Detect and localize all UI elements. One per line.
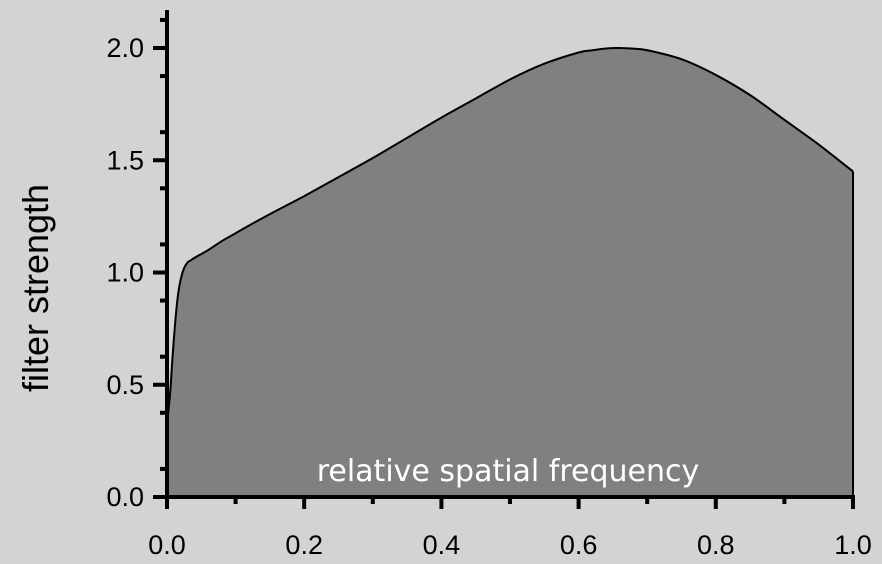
y-axis-label: filter strength: [15, 184, 56, 392]
y-tick-label: 1.5: [106, 145, 144, 175]
x-tick-label: 0.2: [285, 530, 323, 560]
y-tick-label: 2.0: [106, 33, 144, 63]
y-tick-label: 1.0: [106, 258, 144, 288]
area-fill-series-0: [167, 47, 853, 498]
x-tick-label: 0.0: [148, 530, 186, 560]
x-tick-label: 0.6: [560, 530, 598, 560]
x-tick-label: 0.4: [423, 530, 461, 560]
x-tick-label: 0.8: [697, 530, 735, 560]
x-tick-label: 1.0: [834, 530, 872, 560]
annotation-relative-spatial-frequency: relative spatial frequency: [317, 454, 700, 489]
y-tick-label: 0.0: [106, 482, 144, 512]
y-tick-label: 0.5: [106, 370, 144, 400]
series-line-0: [166, 46, 854, 424]
